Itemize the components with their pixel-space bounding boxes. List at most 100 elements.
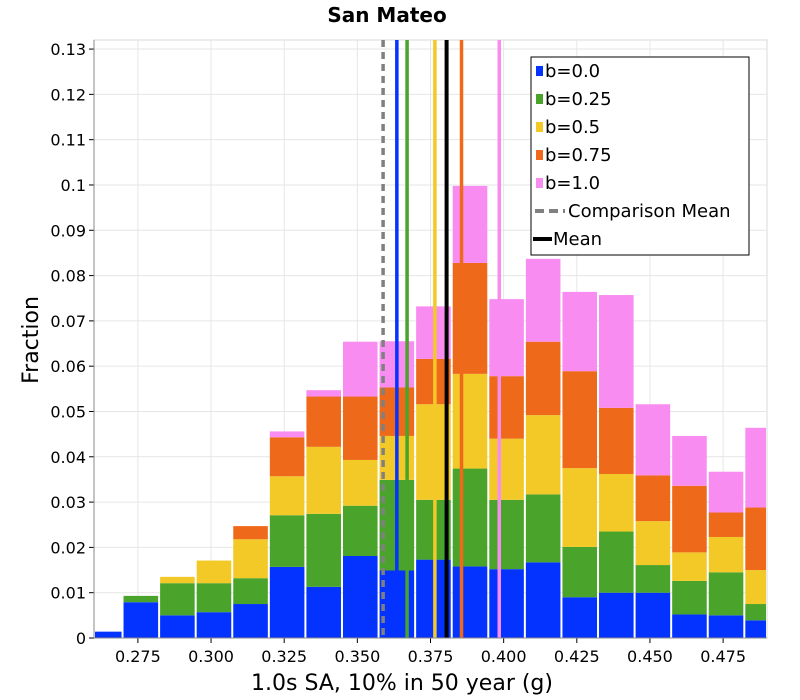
x-tick-label: 0.425: [554, 647, 600, 666]
bar-segment-b-0-25: [196, 583, 232, 613]
bar-segment-b-0-75: [599, 407, 634, 475]
bar-segment-b-0-25: [342, 505, 378, 557]
bar-segment-b-0-25: [635, 565, 671, 593]
bar-segment-b-0-25: [562, 546, 598, 598]
bar-segment-b-0-5: [708, 536, 744, 573]
bar-segment-b-0-0: [123, 602, 159, 638]
bar-segment-b-0-5: [306, 446, 341, 514]
x-tick-label: 0.300: [188, 647, 234, 666]
bar-segment-b-0-5: [269, 476, 305, 516]
bar-segment-b-0-25: [672, 580, 707, 615]
legend-swatch: [536, 66, 543, 76]
y-tick-label: 0.02: [50, 538, 86, 557]
legend-label: b=1.0: [545, 173, 600, 194]
legend-label: Mean: [553, 229, 602, 250]
x-tick-label: 0.350: [334, 647, 380, 666]
bar-segment-b-1-0: [489, 299, 524, 377]
bar-segment-b-0-75: [635, 475, 671, 522]
legend-label: Comparison Mean: [568, 201, 731, 222]
bar-segment-b-0-5: [635, 521, 671, 566]
y-tick-label: 0.06: [50, 357, 86, 376]
legend-swatch: [536, 150, 543, 160]
bar-segment-b-0-0: [635, 592, 671, 638]
axes: 0 0.01 0.02 0.03 0.04 0.05 0.06 0.07 0.08 0.09 0.1…: [50, 40, 767, 666]
x-tick-label: 0.475: [700, 647, 746, 666]
legend-box: [530, 56, 750, 256]
bar-segment-b-0-5: [196, 560, 232, 584]
bar-segment-b-0-0: [562, 597, 598, 638]
y-tick-label: 0.03: [50, 493, 86, 512]
x-tick-label: 0.450: [627, 647, 673, 666]
bar-segment-b-1-0: [342, 341, 378, 397]
bar-segment-b-1-0: [635, 404, 671, 476]
bar-segment-b-0-0: [342, 556, 378, 638]
bar-segment-b-0-25: [306, 513, 341, 587]
y-tick-label: 0.04: [50, 448, 86, 467]
bar-segment-b-0-25: [708, 572, 744, 616]
bar-segment-b-0-25: [745, 604, 766, 621]
bar-segment-b-0-25: [123, 595, 159, 603]
y-tick-label: 0.07: [50, 312, 86, 331]
bar-segment-b-1-0: [672, 435, 707, 486]
bar-segment-b-0-0: [489, 569, 524, 638]
bar-segment-b-0-75: [745, 507, 766, 571]
bar-segment-b-0-25: [489, 499, 524, 570]
y-axis-title: Fraction: [19, 296, 44, 384]
y-tick-label: 0.09: [50, 221, 86, 240]
legend-label: b=0.5: [545, 117, 600, 138]
bar-segment-b-0-5: [672, 552, 707, 581]
legend-swatch: [536, 94, 543, 104]
legend-label: b=0.0: [545, 61, 600, 82]
bar-segment-b-1-0: [452, 185, 488, 263]
bar-segment-b-1-0: [562, 291, 598, 372]
bar-segment-b-0-0: [525, 562, 561, 638]
bar-segment-b-0-25: [160, 583, 195, 616]
bar-segment-b-0-5: [233, 539, 268, 579]
bar-segment-b-0-0: [160, 615, 195, 638]
bar-segment-b-0-5: [599, 474, 634, 532]
bar-segment-b-1-0: [525, 258, 561, 342]
bar-segment-b-0-5: [160, 576, 195, 584]
bar-segment-b-0-0: [95, 631, 122, 638]
bar-segment-b-0-0: [233, 604, 268, 638]
bar-segment-b-0-25: [233, 578, 268, 605]
x-tick-label: 0.275: [115, 647, 161, 666]
bar-segment-b-0-0: [452, 566, 488, 638]
y-tick-label: 0: [76, 629, 86, 648]
bar-segment-b-0-75: [452, 262, 488, 374]
bar-segment-b-0-25: [599, 531, 634, 593]
bar-segment-b-0-0: [306, 586, 341, 638]
bar-segment-b-0-0: [672, 614, 707, 638]
bar-segment-b-0-75: [562, 371, 598, 469]
y-tick-label: 0.13: [50, 40, 86, 59]
bar-segment-b-0-75: [342, 396, 378, 460]
x-tick-label: 0.325: [261, 647, 307, 666]
x-tick-label: 0.375: [408, 647, 454, 666]
bar-segment-b-0-5: [745, 570, 766, 605]
bar-segment-b-0-5: [489, 438, 524, 500]
bar-segment-b-1-0: [306, 390, 341, 397]
bar-segment-b-0-75: [269, 437, 305, 477]
bar-segment-b-1-0: [745, 427, 766, 508]
bar-segment-b-0-75: [306, 396, 341, 447]
chart-title: San Mateo: [327, 3, 446, 27]
bar-segment-b-0-0: [708, 615, 744, 638]
legend-swatch: [536, 122, 543, 132]
bar-segment-b-0-75: [672, 485, 707, 553]
y-tick-label: 0.08: [50, 267, 86, 286]
bar-segment-b-0-0: [745, 620, 766, 638]
bar-segment-b-1-0: [269, 431, 305, 438]
bar-segment-b-0-25: [452, 468, 488, 567]
legend-swatch: [536, 178, 543, 188]
bar-segment-b-1-0: [708, 471, 744, 513]
bar-segment-b-0-75: [525, 341, 561, 416]
x-axis-title: 1.0s SA, 10% in 50 year (g): [251, 671, 553, 696]
y-tick-label: 0.12: [50, 85, 86, 104]
mean-lines: [381, 40, 502, 638]
bar-segment-b-0-5: [452, 373, 488, 469]
y-tick-label: 0.05: [50, 402, 86, 421]
bar-segment-b-0-75: [489, 376, 524, 439]
y-tick-label: 0.01: [50, 584, 86, 603]
